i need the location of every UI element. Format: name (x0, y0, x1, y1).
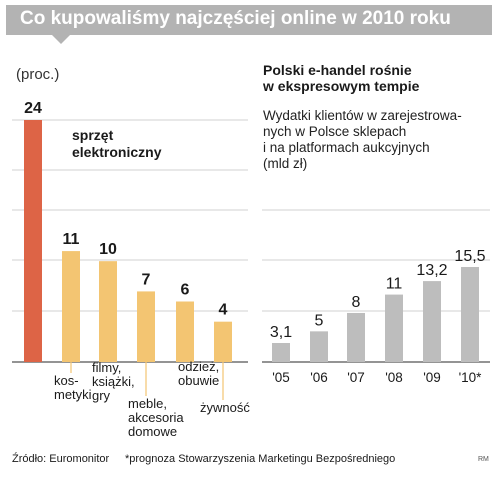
right-category-label-4: '09 (423, 370, 441, 385)
left-bar-2 (99, 261, 117, 362)
right-bar-4 (423, 281, 441, 362)
right-category-label-0: '05 (272, 370, 290, 385)
right-category-label-3: '08 (385, 370, 403, 385)
left-value-label-2: 10 (99, 241, 117, 258)
left-category-label-3: meble, akcesoria domowe (128, 396, 184, 439)
right-bar-3 (385, 294, 403, 362)
left-unit-label: (proc.) (16, 66, 60, 83)
left-category-label-1: kos-metyki (54, 373, 92, 402)
left-bar-5 (214, 321, 232, 362)
right-chart-subtitle: Wydatki klientów w zarejestrowa- nych w … (263, 108, 462, 171)
right-bar-5 (461, 267, 479, 362)
left-category-label-2: filmy, książki, gry (92, 360, 135, 403)
right-value-label-4: 13,2 (416, 262, 447, 279)
chart-title: Co kupowaliśmy najczęściej online w 2010… (20, 8, 451, 29)
left-category-label-5: żywność (200, 400, 250, 415)
left-value-label-5: 4 (219, 302, 228, 319)
left-value-label-4: 6 (181, 282, 190, 299)
right-category-label-2: '07 (347, 370, 365, 385)
left-value-label-0: 24 (24, 100, 42, 117)
right-bar-2 (347, 312, 365, 362)
credit-text: RM (478, 456, 489, 463)
footnote-text: *prognoza Stowarzyszenia Marketingu Bezp… (125, 453, 396, 465)
left-bar-0 (24, 120, 42, 362)
right-category-label-1: '06 (310, 370, 328, 385)
left-value-label-3: 7 (142, 271, 151, 288)
left-bar-1 (62, 251, 80, 362)
right-value-label-5: 15,5 (454, 248, 485, 265)
title-bar: Co kupowaliśmy najczęściej online w 2010… (6, 5, 492, 44)
right-bar-1 (310, 331, 328, 362)
right-bar-0 (272, 343, 290, 362)
left-category-label-4: odzież, obuwie (178, 359, 219, 388)
left-value-label-1: 11 (63, 231, 80, 248)
right-value-label-1: 5 (315, 312, 324, 329)
right-value-label-3: 11 (386, 276, 403, 293)
left-bar-3 (137, 291, 155, 362)
right-value-label-0: 3,1 (270, 324, 292, 341)
right-category-label-5: '10* (459, 370, 483, 385)
left-category-label-0: sprzęt elektroniczny (72, 127, 162, 160)
source-text: Źródło: Euromonitor (12, 453, 110, 465)
left-bar-4 (176, 301, 194, 362)
right-value-label-2: 8 (352, 294, 361, 311)
right-chart-title: Polski e-handel rośnie w ekspresowym tem… (263, 62, 420, 94)
